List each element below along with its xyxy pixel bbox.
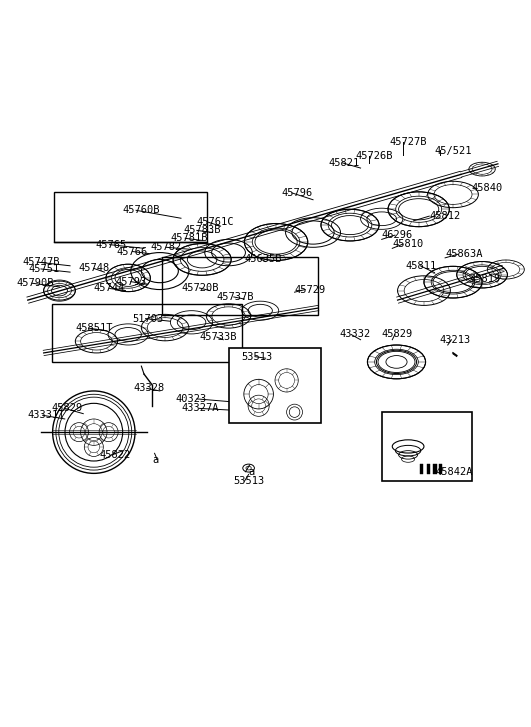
Text: 45829: 45829 — [382, 329, 413, 340]
Text: 45760B: 45760B — [123, 205, 160, 215]
Text: 53513: 53513 — [242, 352, 273, 361]
Text: 40323: 40323 — [176, 394, 207, 404]
Text: 53513: 53513 — [234, 476, 265, 486]
Text: 45751: 45751 — [29, 264, 60, 274]
Text: 45842A: 45842A — [435, 467, 473, 477]
Text: 45733B: 45733B — [200, 332, 237, 342]
Text: 45782: 45782 — [150, 242, 182, 252]
Text: 45747B: 45747B — [22, 257, 60, 267]
Bar — [52, 305, 242, 363]
Text: 45766: 45766 — [116, 246, 148, 257]
Text: a: a — [248, 467, 254, 477]
Text: 45761C: 45761C — [197, 217, 234, 227]
Bar — [54, 192, 208, 242]
Text: 51703: 51703 — [132, 313, 164, 324]
Bar — [426, 464, 430, 475]
Text: 45821: 45821 — [329, 158, 360, 168]
Text: 45748: 45748 — [78, 263, 109, 273]
Text: 45796: 45796 — [281, 188, 313, 198]
Text: 45726B: 45726B — [355, 151, 393, 161]
Text: 45783B: 45783B — [184, 225, 221, 236]
Text: 43332: 43332 — [339, 329, 371, 340]
Bar — [433, 464, 436, 475]
Text: 43213: 43213 — [440, 334, 471, 345]
Text: 45765: 45765 — [96, 240, 127, 249]
Text: 43328: 43328 — [133, 383, 165, 393]
Text: 45812: 45812 — [429, 211, 460, 221]
Text: 45840: 45840 — [472, 183, 503, 193]
Bar — [162, 257, 318, 315]
Text: 45819: 45819 — [469, 274, 501, 284]
Text: 45810: 45810 — [392, 239, 424, 249]
Text: 45737B: 45737B — [217, 292, 254, 302]
Text: 45720B: 45720B — [181, 283, 218, 293]
Text: 45811: 45811 — [406, 261, 436, 270]
Text: a: a — [152, 454, 158, 465]
Text: 45863A: 45863A — [445, 249, 483, 259]
Text: 45790B: 45790B — [16, 278, 54, 288]
Text: 45822: 45822 — [99, 450, 130, 460]
Text: 45793: 45793 — [115, 277, 146, 286]
Bar — [439, 464, 442, 475]
Text: 43331T: 43331T — [28, 410, 65, 420]
Text: 45/521: 45/521 — [434, 146, 472, 156]
Text: 46296: 46296 — [382, 230, 413, 240]
Text: 45635B: 45635B — [244, 254, 282, 264]
Text: 45781B: 45781B — [170, 233, 208, 244]
Text: 45851T: 45851T — [75, 323, 113, 333]
Text: 45729: 45729 — [295, 284, 326, 294]
Text: 43327A: 43327A — [181, 403, 218, 414]
Bar — [228, 348, 321, 422]
Text: 45744: 45744 — [94, 284, 125, 294]
Text: 45829: 45829 — [52, 403, 83, 414]
Bar — [382, 411, 472, 481]
Bar — [420, 464, 423, 475]
Text: 45727B: 45727B — [390, 137, 427, 147]
